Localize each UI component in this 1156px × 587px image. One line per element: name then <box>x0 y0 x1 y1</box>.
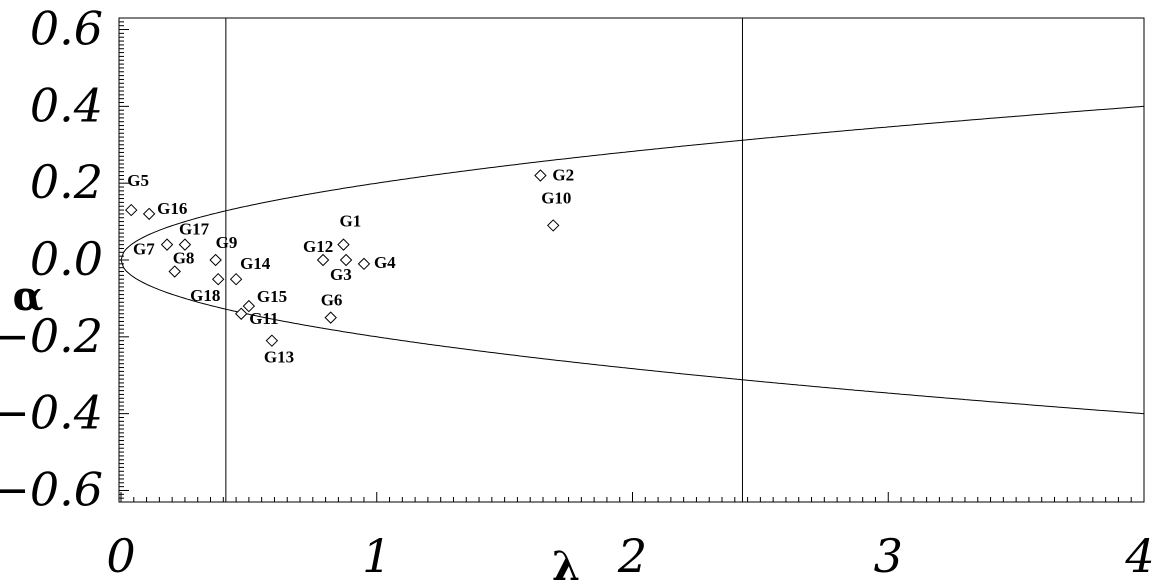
x-tick-label: 4 <box>1124 529 1154 583</box>
point-label-g6: G6 <box>321 291 343 310</box>
point-label-g1: G1 <box>340 212 362 231</box>
data-point-g9 <box>209 253 222 267</box>
data-point-g10 <box>547 219 560 232</box>
minor-ticks <box>119 21 1145 502</box>
boundary-curve-lower <box>120 259 1145 415</box>
data-point-g8 <box>168 265 181 278</box>
vertical-lines <box>225 18 743 502</box>
point-label-g15: G15 <box>257 287 287 306</box>
y-tick-label: −0.2 <box>0 309 103 363</box>
point-label-g7: G7 <box>133 240 155 259</box>
y-tick-label: −0.4 <box>0 386 103 440</box>
y-tick-label: 0.2 <box>30 155 103 209</box>
point-label-g13: G13 <box>264 348 294 367</box>
data-point-g15 <box>242 299 256 313</box>
data-point-g5 <box>125 203 138 217</box>
data-points: G1 G2 G3 G4 G5 G6 G7 G8 G9 G10 G11 G12 G13 G14 G15 G16 G… <box>125 165 574 367</box>
y-tick-labels: 0.6 0.4 0.2 0.0 −0.2 −0.4 −0.6 <box>0 2 103 517</box>
data-point-g11 <box>234 307 248 320</box>
x-tick-label: 1 <box>362 529 391 583</box>
data-point-g17 <box>178 238 192 251</box>
data-point-g6 <box>324 311 337 324</box>
data-point-g1 <box>337 238 350 251</box>
data-point-g2 <box>534 169 547 182</box>
point-label-g2: G2 <box>552 165 574 184</box>
data-point-g14 <box>229 272 243 286</box>
y-axis-label: α <box>13 273 44 320</box>
data-point-g4 <box>357 257 371 271</box>
data-point-g16 <box>142 207 156 221</box>
y-tick-label: −0.6 <box>0 462 103 516</box>
point-label-g4: G4 <box>374 253 396 272</box>
x-tick-label: 2 <box>617 529 647 583</box>
data-point-g7 <box>160 238 174 251</box>
x-tick-labels: 0 1 2 3 4 <box>106 529 1154 583</box>
x-tick-label: 3 <box>874 529 903 583</box>
point-label-g3: G3 <box>330 265 352 284</box>
x-axis-label: λ <box>552 543 580 587</box>
data-point-g13 <box>265 334 279 347</box>
boundary-curves <box>120 105 1145 415</box>
data-point-g12 <box>316 253 330 267</box>
point-label-g12: G12 <box>303 237 333 256</box>
plot-frame <box>118 17 1145 503</box>
data-point-g3 <box>339 253 353 267</box>
point-label-g9: G9 <box>216 233 238 252</box>
point-label-g10: G10 <box>541 188 571 207</box>
point-label-g11: G11 <box>249 309 278 328</box>
point-label-g16: G16 <box>157 199 187 218</box>
point-label-g5: G5 <box>127 171 149 190</box>
y-tick-label: 0.4 <box>30 78 103 132</box>
y-tick-label: 0.0 <box>30 232 103 286</box>
point-label-g17: G17 <box>179 220 210 239</box>
point-label-g8: G8 <box>173 249 195 268</box>
data-point-g18 <box>211 272 225 286</box>
boundary-curve-upper <box>120 105 1145 261</box>
x-tick-label: 0 <box>106 529 135 583</box>
point-label-g18: G18 <box>190 286 220 305</box>
point-label-g14: G14 <box>240 254 271 273</box>
y-tick-label: 0.6 <box>30 2 103 56</box>
